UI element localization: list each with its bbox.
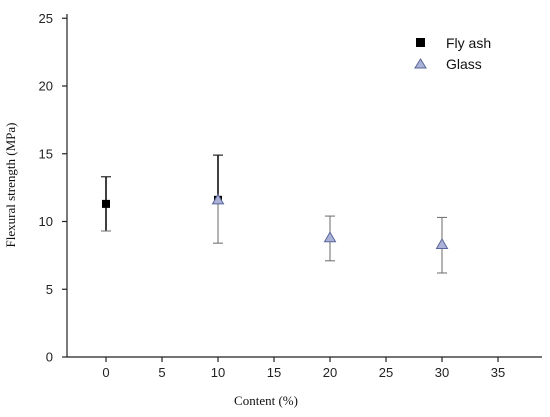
y-axis-title: Flexural strength (MPa)	[3, 123, 18, 248]
glass-point	[211, 193, 225, 205]
x-axis-title: Content (%)	[234, 393, 298, 408]
x-tick-label: 10	[211, 365, 225, 380]
y-tick-label: 5	[46, 282, 53, 297]
x-tick-label: 30	[435, 365, 449, 380]
x-tick-label: 25	[379, 365, 393, 380]
glass-point	[323, 231, 337, 243]
y-axis-ticks: 0 5 10 15 20 25	[39, 11, 67, 365]
y-tick-label: 10	[39, 214, 53, 229]
x-tick-label: 20	[323, 365, 337, 380]
data-markers	[102, 193, 449, 250]
y-tick-label: 25	[39, 11, 53, 26]
x-tick-label: 5	[158, 365, 165, 380]
fly-ash-point	[102, 199, 110, 208]
legend-swatch-fly-ash	[416, 38, 425, 47]
glass-point	[435, 238, 449, 250]
y-tick-label: 15	[39, 146, 53, 161]
axes	[66, 14, 542, 358]
x-tick-label: 0	[102, 365, 109, 380]
x-tick-label: 35	[491, 365, 505, 380]
legend-swatch-glass	[414, 58, 427, 69]
y-tick-label: 0	[46, 350, 53, 365]
legend-label-glass: Glass	[446, 56, 482, 72]
legend-label-fly-ash: Fly ash	[446, 35, 491, 51]
y-tick-label: 20	[39, 79, 53, 94]
legend: Fly ash Glass	[414, 35, 491, 72]
error-bars	[101, 154, 447, 274]
x-tick-label: 15	[267, 365, 281, 380]
x-axis-ticks: 0 5 10 15 20 25 30 35	[102, 357, 505, 380]
